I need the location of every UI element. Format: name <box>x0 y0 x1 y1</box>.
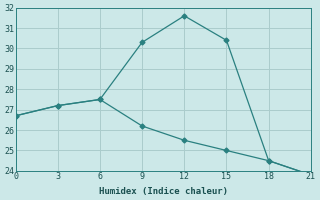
X-axis label: Humidex (Indice chaleur): Humidex (Indice chaleur) <box>99 187 228 196</box>
